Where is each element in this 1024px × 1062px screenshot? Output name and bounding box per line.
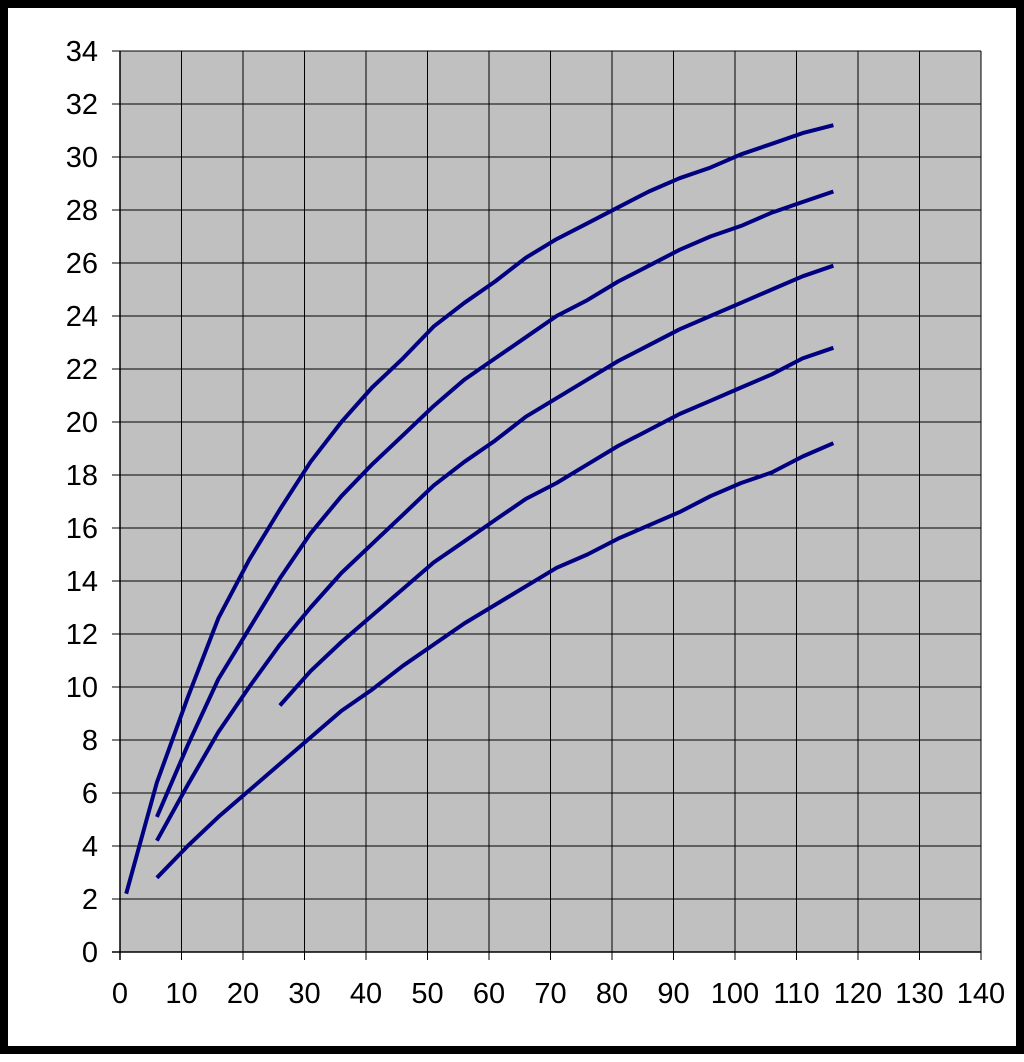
series-line-5 (155, 441, 835, 880)
y-tick-label: 8 (82, 725, 98, 757)
series-line-3 (155, 263, 835, 842)
x-tick-label: 80 (596, 978, 628, 1010)
series-line-4 (278, 345, 835, 707)
y-tick-label: 2 (82, 884, 98, 916)
y-tick-label: 30 (66, 142, 98, 174)
y-tick-label: 16 (66, 513, 98, 545)
y-tick-label: 14 (66, 566, 98, 598)
y-tick-label: 0 (82, 937, 98, 969)
y-tick-label: 12 (66, 619, 98, 651)
axes (112, 50, 982, 960)
y-tick-label: 4 (82, 831, 98, 863)
x-axis-tick-labels: 0 10 20 30 40 50 60 70 80 90 100 110 120 130 140 (112, 978, 1005, 1010)
y-tick-label: 24 (66, 301, 98, 333)
line-chart: 0 10 20 30 40 50 60 70 80 90 100 110 120 130 140 02468… (66, 36, 1005, 1010)
x-tick-label: 130 (895, 978, 943, 1010)
x-tick-label: 50 (411, 978, 443, 1010)
x-tick-label: 60 (473, 978, 505, 1010)
x-tick-label: 110 (773, 978, 819, 1010)
x-tick-label: 120 (834, 978, 882, 1010)
y-tick-label: 10 (66, 672, 98, 704)
x-tick-label: 140 (957, 978, 1005, 1010)
y-tick-label: 26 (66, 248, 98, 280)
y-tick-label: 20 (66, 407, 98, 439)
y-tick-label: 6 (82, 778, 98, 810)
y-tick-label: 32 (66, 89, 98, 121)
series-line-2 (155, 189, 835, 818)
x-tick-label: 10 (165, 978, 197, 1010)
x-tick-label: 40 (350, 978, 382, 1010)
y-tick-label: 22 (66, 354, 98, 386)
y-tick-label: 28 (66, 195, 98, 227)
y-tick-label: 34 (66, 36, 98, 68)
x-tick-label: 0 (112, 978, 128, 1010)
x-tick-label: 20 (227, 978, 259, 1010)
x-tick-label: 70 (534, 978, 566, 1010)
x-tick-label: 90 (657, 978, 689, 1010)
x-tick-label: 100 (711, 978, 759, 1010)
series-lines (124, 123, 835, 895)
vertical-gridlines (119, 51, 982, 952)
x-tick-label: 30 (288, 978, 320, 1010)
y-tick-label: 18 (66, 460, 98, 492)
series-line-1 (124, 123, 834, 895)
